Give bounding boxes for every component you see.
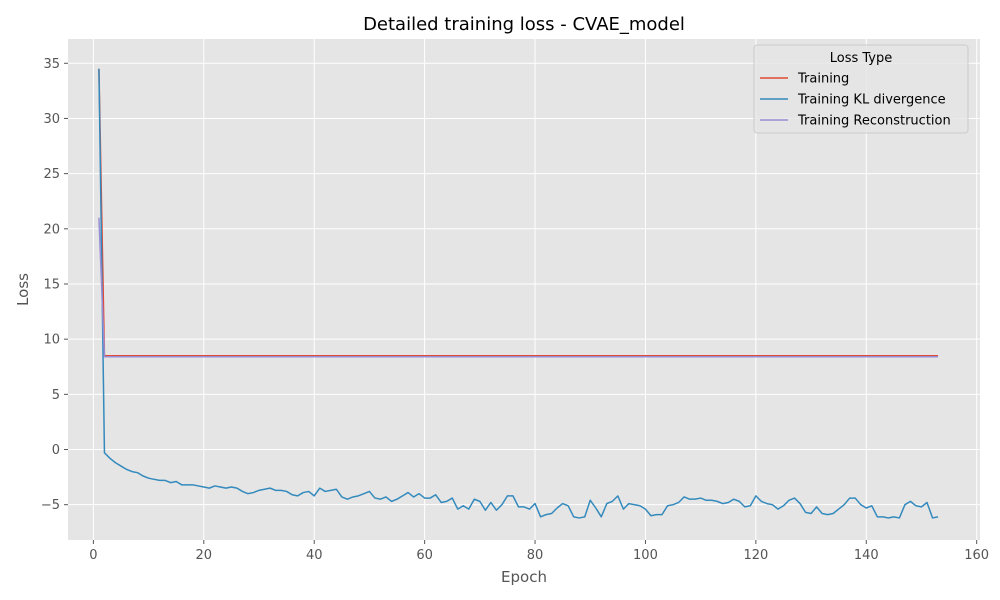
y-tick-label: 30 [43,112,60,127]
series-layer [98,68,939,519]
series-line-2 [98,68,939,519]
x-tick-label: 80 [527,548,544,563]
x-tick-label: 140 [854,548,879,563]
x-tick-label: 100 [633,548,658,563]
y-tick-label: 10 [43,333,60,348]
legend: Loss Type Training Training KL divergence… [753,44,969,134]
legend-entry-label: Training [797,72,849,87]
y-tick-label: 15 [43,277,60,292]
y-axis-ticks: −5 0 5 10 15 20 25 30 35 [41,57,68,513]
chart-title: Detailed training loss - CVAE_model [363,14,685,35]
y-tick-label: −5 [41,498,60,513]
x-axis-label: Epoch [501,568,547,586]
legend-title: Loss Type [830,51,893,66]
series-line-3 [98,217,939,358]
y-tick-label: 0 [52,443,60,458]
legend-box [753,44,969,134]
x-tick-label: 0 [89,548,97,563]
y-tick-label: 25 [43,167,60,182]
y-tick-label: 20 [43,222,60,237]
x-tick-label: 160 [964,548,989,563]
y-tick-label: 5 [52,388,60,403]
x-tick-label: 40 [306,548,323,563]
x-axis-ticks: 0 20 40 60 80 100 120 140 160 [89,540,989,563]
legend-entry-label: Training KL divergence [797,93,946,108]
x-tick-label: 20 [196,548,213,563]
y-axis-label: Loss [14,273,32,306]
legend-entry-label: Training Reconstruction [797,114,951,129]
y-tick-label: 35 [43,57,60,72]
x-tick-label: 60 [416,548,433,563]
x-tick-label: 120 [743,548,768,563]
